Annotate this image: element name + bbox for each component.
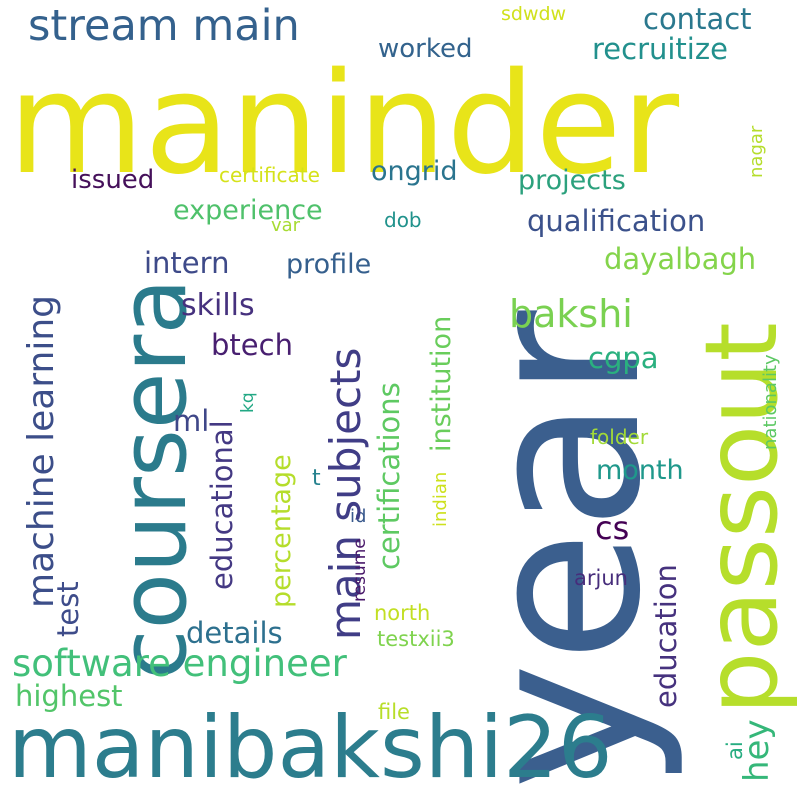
word-kq: kq: [238, 392, 258, 413]
word-dob: dob: [384, 208, 422, 232]
word-skills: skills: [181, 288, 255, 323]
word-intern: intern: [144, 246, 230, 280]
word-educational: educational: [205, 420, 239, 590]
word-certificate: certificate: [219, 163, 320, 187]
word-cgpa: cgpa: [588, 341, 659, 375]
word-dayalbagh: dayalbagh: [604, 242, 757, 276]
word-machine-learning: machine learning: [21, 294, 62, 608]
word-stream-main: stream main: [28, 1, 300, 51]
word-north: north: [374, 601, 431, 625]
word-recruitize: recruitize: [592, 32, 728, 66]
word-id: id: [350, 506, 367, 527]
word-btech: btech: [211, 328, 293, 362]
word-testxii3: testxii3: [377, 627, 455, 651]
word-ongrid: ongrid: [371, 156, 458, 187]
word-education: education: [649, 564, 683, 708]
word-nationality: nationality: [760, 354, 781, 450]
word-certifications: certifications: [372, 382, 406, 570]
word-percentage: percentage: [266, 454, 297, 608]
word-sdwdw: sdwdw: [501, 3, 567, 25]
word-experience: experience: [173, 195, 323, 226]
word-arjun: arjun: [574, 566, 628, 590]
word-institution: institution: [426, 315, 457, 452]
word-nagar: nagar: [746, 125, 767, 178]
word-details: details: [186, 616, 283, 650]
word-cs: cs: [595, 509, 630, 547]
word-manibakshi26: manibakshi26: [8, 698, 613, 798]
word-month: month: [596, 455, 684, 486]
word-var: var: [271, 215, 301, 236]
word-contact: contact: [643, 2, 752, 36]
word-highest: highest: [15, 679, 123, 713]
word-projects: projects: [518, 165, 626, 196]
word-ml: ml: [173, 404, 210, 438]
word-profile: profile: [286, 249, 372, 280]
word-worked: worked: [378, 34, 473, 64]
word-qualification: qualification: [527, 204, 706, 238]
word-issued: issued: [71, 165, 155, 195]
word-file: file: [378, 700, 410, 724]
word-ai: ai: [723, 741, 747, 760]
word-test: test: [51, 581, 85, 637]
word-indian: indian: [430, 471, 451, 527]
word-bakshi: bakshi: [509, 292, 633, 336]
word-maninder: maninder: [8, 43, 680, 206]
word-resume: resume: [350, 538, 370, 602]
word-folder: folder: [590, 425, 649, 449]
word-t: t: [312, 466, 321, 491]
word-software-engineer: software engineer: [12, 642, 347, 685]
